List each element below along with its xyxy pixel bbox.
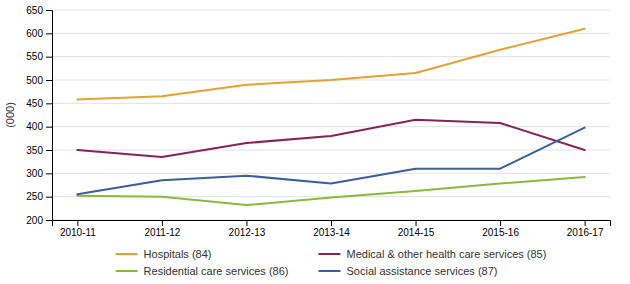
y-tick-mark xyxy=(46,197,52,198)
grid-line xyxy=(52,10,610,11)
x-tick-label: 2011-12 xyxy=(144,227,180,238)
y-tick-mark xyxy=(46,127,52,128)
x-tick-mark xyxy=(500,220,501,226)
y-tick-mark xyxy=(46,173,52,174)
x-tick: 2016-17 xyxy=(567,220,604,238)
legend: Hospitals (84) Medical & other health car… xyxy=(116,248,547,277)
y-axis-line xyxy=(46,11,53,221)
legend-item: Hospitals (84) xyxy=(116,248,212,260)
y-tick-label: 450 xyxy=(26,98,43,109)
plot: 2010-11 2011-12 2012-13 2013-14 2014-15 2015-… xyxy=(26,5,610,238)
legend-label: Social assistance services (87) xyxy=(346,265,497,277)
x-tick: 2010-11 xyxy=(60,220,96,238)
x-tick-mark xyxy=(331,220,332,226)
series-line xyxy=(77,29,584,100)
x-tick: 2011-12 xyxy=(144,220,180,238)
x-tick-mark xyxy=(77,220,78,226)
y-tick: 600 xyxy=(26,28,52,39)
legend-swatch xyxy=(318,270,340,272)
x-tick-label: 2010-11 xyxy=(60,227,96,238)
x-tick: 2014-15 xyxy=(398,220,435,238)
legend-swatch xyxy=(116,253,138,255)
y-tick-mark xyxy=(46,220,52,221)
legend-swatch xyxy=(116,270,138,272)
y-tick-label: 400 xyxy=(26,121,43,132)
y-tick: 200 xyxy=(26,215,52,226)
legend-label: Medical & other health care services (85… xyxy=(346,248,546,260)
y-tick-mark xyxy=(46,33,52,34)
y-tick: 350 xyxy=(26,145,52,156)
grid-line xyxy=(52,173,610,174)
x-axis: 2010-11 2011-12 2012-13 2013-14 2014-15 2015-… xyxy=(53,220,611,238)
lines xyxy=(77,29,584,205)
legend-item: Social assistance services (87) xyxy=(318,265,497,277)
chart: 2010-11 2011-12 2012-13 2013-14 2014-15 2015-… xyxy=(0,0,630,284)
y-tick: 550 xyxy=(26,51,52,62)
grid-line xyxy=(52,150,610,151)
y-tick: 450 xyxy=(26,98,52,109)
y-tick: 250 xyxy=(26,191,52,202)
series-line xyxy=(77,120,584,157)
x-tick-label: 2012-13 xyxy=(229,227,266,238)
y-tick: 300 xyxy=(26,168,52,179)
y-tick-label: 550 xyxy=(26,51,43,62)
y-axis-title: (000) xyxy=(4,102,16,128)
y-tick: 650 xyxy=(26,5,52,16)
y-tick: 400 xyxy=(26,121,52,132)
x-tick-label: 2014-15 xyxy=(398,227,435,238)
y-tick-mark xyxy=(46,150,52,151)
y-tick-label: 200 xyxy=(26,215,43,226)
y-axis: 200 250 300 350 400 450 500 550 600 650 xyxy=(26,5,52,226)
y-tick: 500 xyxy=(26,75,52,86)
y-tick-label: 500 xyxy=(26,75,43,86)
legend-label: Residential care services (86) xyxy=(144,265,289,277)
grid xyxy=(52,10,610,220)
x-tick-mark xyxy=(246,220,247,226)
x-tick-mark xyxy=(162,220,163,226)
y-tick-mark xyxy=(46,10,52,11)
y-tick-label: 350 xyxy=(26,145,43,156)
y-tick-label: 650 xyxy=(26,5,43,16)
y-tick-mark xyxy=(46,80,52,81)
y-tick-mark xyxy=(46,57,52,58)
x-tick-mark xyxy=(416,220,417,226)
y-tick-label: 250 xyxy=(26,191,43,202)
x-axis-line xyxy=(53,221,611,227)
series-line xyxy=(77,128,584,195)
grid-line xyxy=(52,103,610,104)
legend-label: Hospitals (84) xyxy=(144,248,212,260)
y-tick-label: 600 xyxy=(26,28,43,39)
y-tick-label: 300 xyxy=(26,168,43,179)
x-tick-label: 2013-14 xyxy=(313,227,350,238)
x-tick: 2015-16 xyxy=(482,220,519,238)
grid-line xyxy=(52,56,610,57)
x-tick-mark xyxy=(585,220,586,226)
x-tick-label: 2016-17 xyxy=(567,227,604,238)
y-tick-mark xyxy=(46,103,52,104)
legend-item: Residential care services (86) xyxy=(116,265,289,277)
legend-swatch xyxy=(318,253,340,255)
legend-item: Medical & other health care services (85… xyxy=(318,248,546,260)
grid-line xyxy=(52,126,610,127)
x-tick-label: 2015-16 xyxy=(482,227,519,238)
x-tick: 2013-14 xyxy=(313,220,350,238)
x-tick: 2012-13 xyxy=(229,220,266,238)
grid-line xyxy=(52,33,610,34)
